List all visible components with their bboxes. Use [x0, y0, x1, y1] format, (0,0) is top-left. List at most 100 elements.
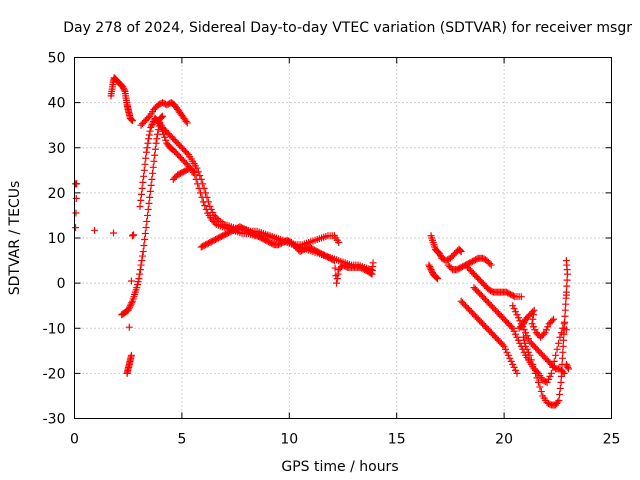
y-tick-label: -20 — [43, 366, 66, 382]
data-point — [513, 369, 521, 377]
data-point — [329, 256, 337, 264]
data-point — [541, 329, 549, 337]
x-tick-label: 20 — [495, 432, 513, 448]
data-point — [128, 116, 136, 124]
data-point — [72, 209, 80, 217]
data-point — [137, 196, 145, 204]
data-point — [120, 84, 128, 92]
data-point — [519, 320, 527, 328]
data-point — [154, 130, 162, 138]
x-tick-label: 5 — [177, 432, 186, 448]
data-point — [144, 205, 152, 213]
series-branch-bump — [169, 164, 199, 183]
data-point — [510, 327, 518, 335]
data-point — [153, 135, 161, 143]
data-point — [126, 303, 134, 311]
data-point — [562, 326, 570, 334]
data-point — [521, 339, 529, 347]
data-points — [72, 74, 573, 409]
data-point — [213, 214, 221, 222]
data-point — [513, 311, 521, 319]
data-point — [209, 208, 217, 216]
data-point — [562, 257, 570, 265]
data-point — [486, 260, 494, 268]
data-point — [141, 160, 149, 168]
plot-frame — [74, 57, 612, 419]
data-point — [456, 247, 464, 255]
data-point — [333, 275, 341, 283]
data-point — [136, 202, 144, 210]
data-point — [162, 136, 170, 144]
data-point — [201, 202, 209, 210]
data-point — [523, 345, 531, 353]
data-point — [506, 354, 514, 362]
data-point — [556, 384, 564, 392]
data-point — [203, 193, 211, 201]
data-point — [556, 333, 564, 341]
data-point — [333, 279, 341, 287]
data-point — [562, 360, 570, 368]
data-point — [120, 86, 128, 94]
data-point — [537, 387, 545, 395]
data-point — [560, 330, 568, 338]
data-point — [487, 261, 495, 269]
data-point — [559, 368, 567, 376]
data-point — [509, 360, 517, 368]
data-point — [512, 330, 520, 338]
data-point — [550, 315, 558, 323]
data-point — [140, 166, 148, 174]
series-evening-d — [464, 263, 525, 301]
data-point — [91, 226, 99, 234]
data-point — [546, 372, 554, 380]
data-point — [334, 270, 342, 278]
x-tick-label: 0 — [70, 432, 79, 448]
data-point — [142, 223, 150, 231]
data-point — [193, 164, 201, 172]
data-point — [519, 333, 527, 341]
data-point — [183, 119, 191, 127]
data-point — [561, 312, 569, 320]
data-point — [135, 275, 143, 283]
series-evening-g — [509, 302, 568, 377]
data-point — [154, 126, 162, 134]
data-point — [211, 219, 219, 227]
data-point — [532, 369, 540, 377]
data-point — [146, 187, 154, 195]
data-point — [500, 342, 508, 350]
data-point — [183, 149, 191, 157]
data-point — [536, 383, 544, 391]
x-tick-label: 15 — [388, 432, 406, 448]
data-point — [139, 178, 147, 186]
data-point — [509, 292, 517, 300]
data-point — [144, 114, 152, 122]
data-point — [563, 282, 571, 290]
data-point — [127, 300, 135, 308]
data-point — [145, 135, 153, 143]
data-point — [140, 172, 148, 180]
x-tick-label: 10 — [280, 432, 298, 448]
data-point — [544, 375, 552, 383]
data-point — [133, 284, 141, 292]
y-tick-label: 20 — [48, 186, 66, 202]
data-point — [191, 169, 199, 177]
data-point — [456, 246, 464, 254]
data-point — [555, 339, 563, 347]
data-point — [520, 326, 528, 334]
data-point — [522, 342, 530, 350]
data-point — [144, 211, 152, 219]
data-point — [204, 198, 212, 206]
data-point — [559, 348, 567, 356]
data-point — [119, 83, 127, 91]
data-point — [194, 168, 202, 176]
data-point — [557, 378, 565, 386]
data-point — [367, 269, 375, 277]
data-point — [72, 194, 80, 202]
data-point — [507, 323, 515, 331]
data-point — [530, 365, 538, 373]
series-evening-c — [444, 254, 495, 274]
data-point — [196, 172, 204, 180]
data-point — [529, 360, 537, 368]
data-point — [127, 351, 135, 359]
data-point — [520, 336, 528, 344]
data-point — [136, 266, 144, 274]
